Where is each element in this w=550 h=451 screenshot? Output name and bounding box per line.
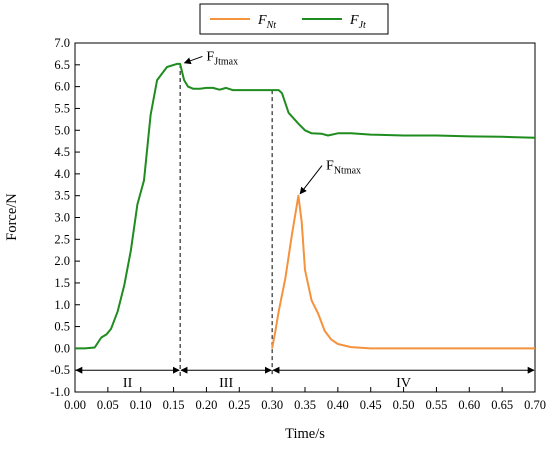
phase-label: III xyxy=(219,376,233,391)
y-tick-label: 0.0 xyxy=(54,341,70,355)
x-tick-label: 0.65 xyxy=(491,398,513,412)
series-line-fjt xyxy=(75,62,536,350)
legend-label-fnt: FNt xyxy=(257,13,276,31)
phase-label: II xyxy=(123,376,133,391)
phase-dividers xyxy=(179,63,273,377)
legend: FNt FJt xyxy=(199,3,389,35)
x-tick-label: 0.35 xyxy=(294,398,316,412)
y-tick-label: 6.5 xyxy=(54,58,70,72)
y-tick-label: 5.0 xyxy=(54,123,70,137)
x-tick-label: 0.05 xyxy=(97,398,119,412)
y-tick-label: 7.0 xyxy=(54,36,70,50)
x-tick-label: 0.60 xyxy=(458,398,480,412)
x-tick-label: 0.40 xyxy=(327,398,349,412)
y-tick-label: 3.0 xyxy=(54,211,70,225)
x-tick-label: 0.45 xyxy=(360,398,382,412)
x-tick-label: 0.10 xyxy=(130,398,152,412)
y-tick-label: 6.0 xyxy=(54,80,70,94)
y-tick-label: 5.5 xyxy=(54,101,70,115)
x-tick-label: 0.55 xyxy=(425,398,447,412)
y-tick-label: 4.0 xyxy=(54,167,70,181)
annotation-arrow xyxy=(183,55,203,65)
y-tick-label: -1.0 xyxy=(50,385,70,399)
y-tick-label: 1.5 xyxy=(54,276,70,290)
x-axis-title: Time/s xyxy=(285,426,325,442)
y-tick-label: 1.0 xyxy=(54,298,70,312)
y-tick-label: 2.5 xyxy=(54,232,70,246)
annotation-label: FNtmax xyxy=(326,159,361,177)
phase-label: IV xyxy=(396,376,411,391)
x-tick-label: 0.25 xyxy=(228,398,250,412)
x-tick-label: 0.00 xyxy=(64,398,86,412)
x-tick-label: 0.30 xyxy=(261,398,283,412)
phase-markers: II III IV xyxy=(75,366,535,391)
y-axis-title: Force/N xyxy=(4,193,20,241)
annotation-arrow xyxy=(299,165,323,195)
series-line-fnt xyxy=(271,194,535,350)
y-tick-label: 4.5 xyxy=(54,145,70,159)
x-tick-label: 0.50 xyxy=(393,398,415,412)
annotation-label: FJtmax xyxy=(206,49,238,67)
y-axis: -1.0 -0.5 0.0 0.5 1.0 1.5 2.0 2.5 3.0 3.5 4.0 4.5 5.… xyxy=(50,36,80,399)
y-tick-label: 0.5 xyxy=(54,320,70,334)
x-tick-label: 0.20 xyxy=(195,398,217,412)
y-tick-label: -0.5 xyxy=(50,363,70,377)
x-tick-label: 0.70 xyxy=(524,398,546,412)
x-tick-label: 0.15 xyxy=(163,398,185,412)
x-axis: 0.00 0.05 0.10 0.15 0.20 0.25 0.30 0.35 0.40 0.45… xyxy=(64,387,546,412)
y-tick-label: 2.0 xyxy=(54,254,70,268)
plot-frame xyxy=(74,42,536,393)
legend-label-fjt: FJt xyxy=(349,13,366,31)
y-tick-label: 3.5 xyxy=(54,189,70,203)
peak-annotations: FJtmax FNtmax xyxy=(183,49,361,195)
